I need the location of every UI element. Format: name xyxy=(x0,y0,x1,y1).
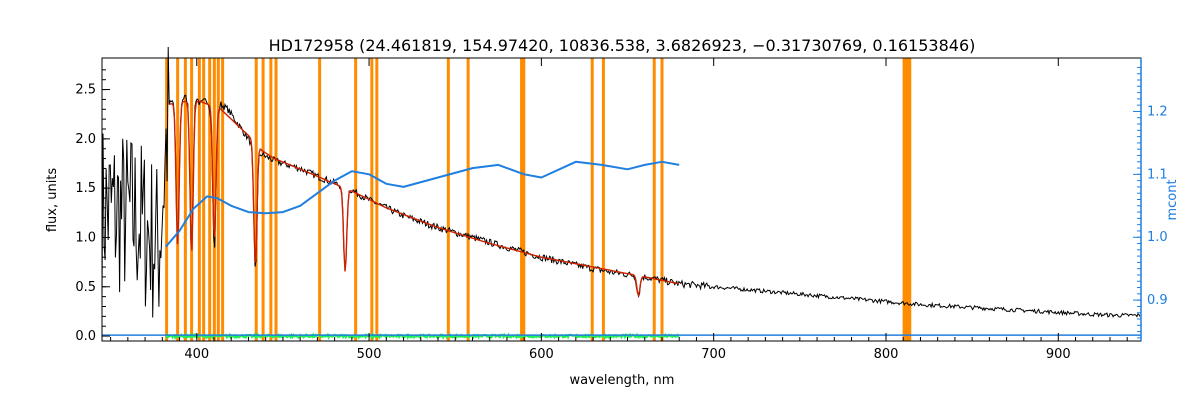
series-layer xyxy=(101,46,1141,341)
y2-tick-label: 0.9 xyxy=(1147,293,1168,308)
x-axis-label: wavelength, nm xyxy=(570,373,675,388)
axis-layer: 400 500 600 700 800 900 0.0 0.5 1.0 1.5 2.0 2.5 0.9 1… xyxy=(75,58,1168,362)
y-tick-label: 0.0 xyxy=(75,329,96,344)
x-tick-label: 800 xyxy=(874,347,899,362)
y2-tick-label: 1.1 xyxy=(1147,167,1168,182)
y-tick-label: 2.0 xyxy=(75,132,96,147)
y-tick-label: 0.5 xyxy=(75,280,96,295)
y-tick-label: 1.0 xyxy=(75,230,96,245)
x-tick-label: 700 xyxy=(701,347,726,362)
y2-tick-label: 1.0 xyxy=(1147,230,1168,245)
x-tick-label: 900 xyxy=(1046,347,1071,362)
y-axis-label: flux, units xyxy=(45,168,60,233)
y-tick-label: 2.5 xyxy=(75,83,96,98)
series-model xyxy=(169,100,680,298)
y-tick-label: 1.5 xyxy=(75,181,96,196)
x-tick-label: 400 xyxy=(184,347,209,362)
chart-title: HD172958 (24.461819, 154.97420, 10836.53… xyxy=(269,36,976,55)
x-tick-label: 600 xyxy=(529,347,554,362)
x-tick-label: 500 xyxy=(357,347,382,362)
y2-tick-label: 1.2 xyxy=(1147,104,1168,119)
mask-lines-layer xyxy=(165,58,912,341)
y2-axis-label: mcont xyxy=(1165,179,1180,220)
series-mcont xyxy=(165,160,680,248)
